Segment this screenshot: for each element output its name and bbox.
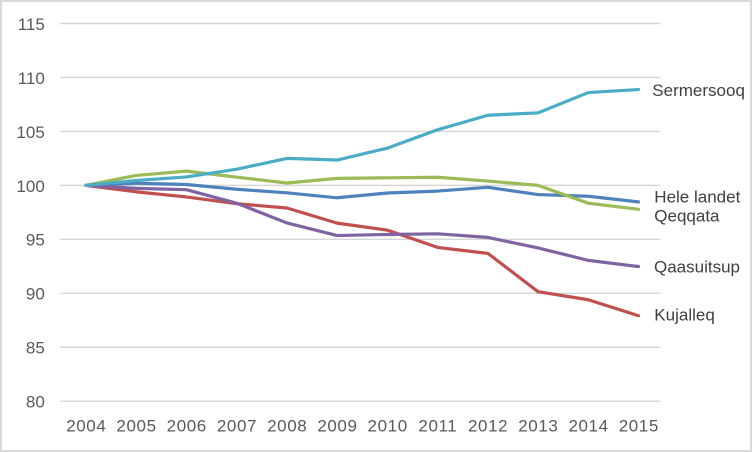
- svg-text:Sermersooq: Sermersooq: [652, 81, 745, 100]
- svg-text:2011: 2011: [418, 417, 457, 436]
- svg-text:2004: 2004: [66, 417, 106, 436]
- svg-text:2009: 2009: [317, 417, 357, 436]
- svg-text:2012: 2012: [468, 417, 508, 436]
- svg-text:2010: 2010: [368, 417, 408, 436]
- svg-text:2006: 2006: [167, 417, 207, 436]
- svg-text:2007: 2007: [217, 417, 257, 436]
- svg-text:2008: 2008: [267, 417, 307, 436]
- svg-text:2013: 2013: [518, 417, 558, 436]
- svg-text:Qeqqata: Qeqqata: [654, 207, 720, 226]
- svg-text:115: 115: [18, 15, 45, 34]
- svg-text:Kujalleq: Kujalleq: [654, 306, 715, 325]
- svg-text:2014: 2014: [568, 417, 608, 436]
- svg-text:110: 110: [18, 69, 45, 88]
- svg-text:80: 80: [26, 393, 45, 412]
- svg-text:100: 100: [16, 177, 44, 196]
- svg-text:2015: 2015: [619, 417, 659, 436]
- svg-text:2005: 2005: [116, 417, 156, 436]
- svg-text:Qaasuitsup: Qaasuitsup: [654, 258, 740, 277]
- svg-text:90: 90: [26, 285, 45, 304]
- svg-text:95: 95: [26, 231, 45, 250]
- svg-text:Hele landet: Hele landet: [654, 188, 740, 207]
- svg-text:105: 105: [16, 123, 44, 142]
- svg-text:85: 85: [26, 339, 45, 358]
